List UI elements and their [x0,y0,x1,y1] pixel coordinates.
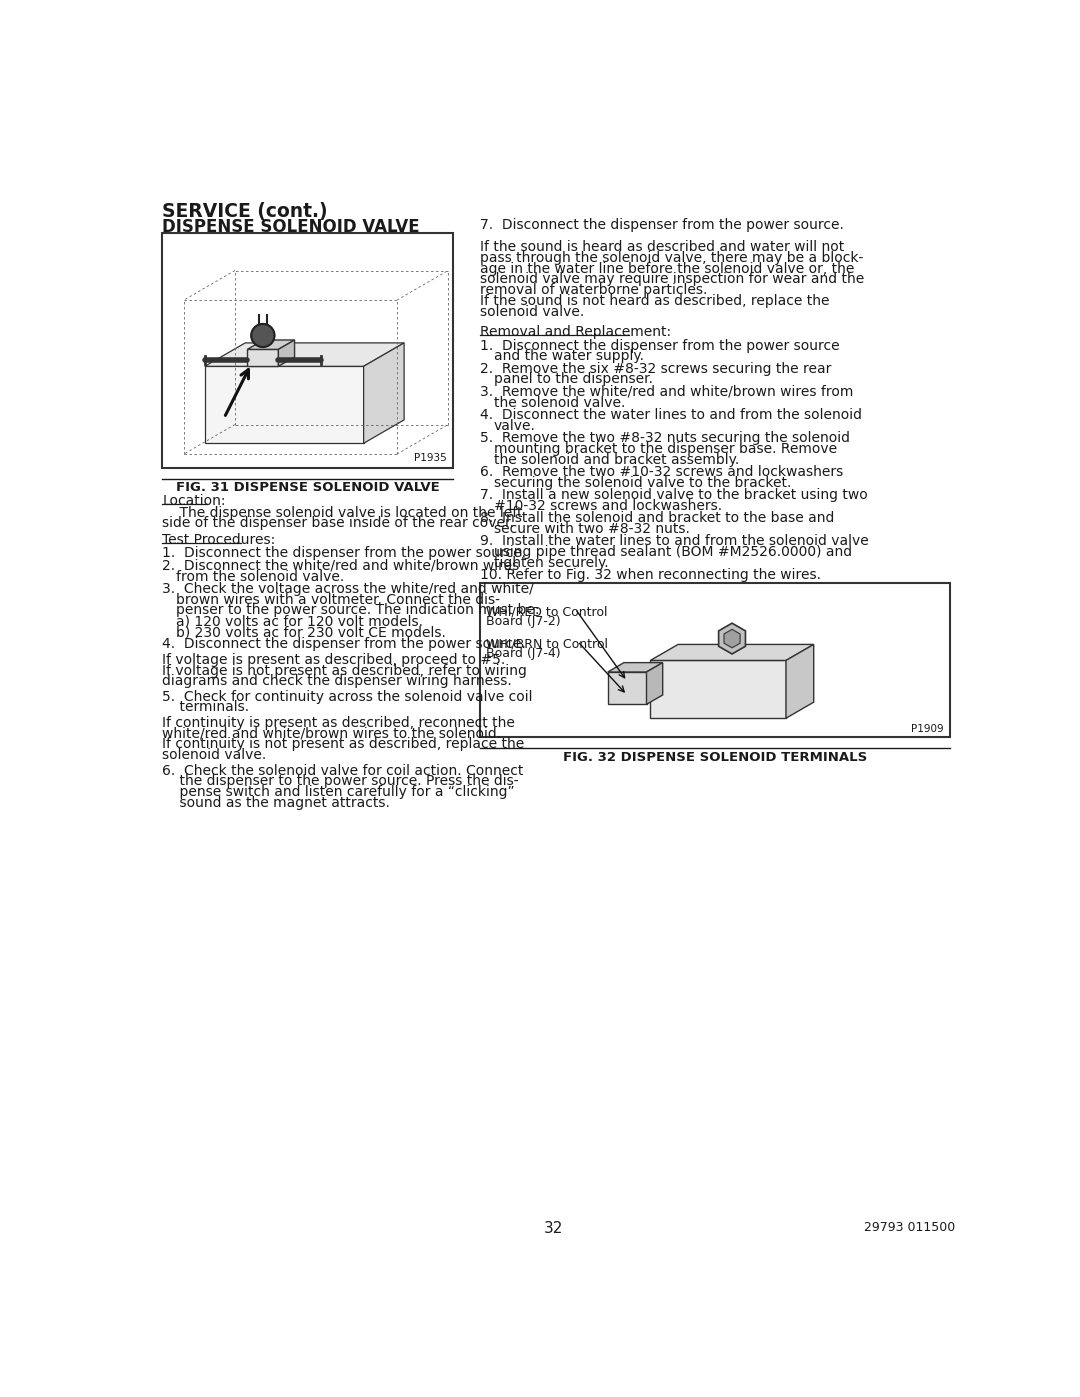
Polygon shape [650,661,786,718]
Polygon shape [786,644,813,718]
Text: white/red and white/brown wires to the solenoid.: white/red and white/brown wires to the s… [162,726,501,740]
Polygon shape [608,672,647,704]
Text: 2.  Remove the six #8-32 screws securing the rear: 2. Remove the six #8-32 screws securing … [480,362,832,376]
Text: P1935: P1935 [414,453,446,464]
Text: b) 230 volts ac for 230 volt CE models.: b) 230 volts ac for 230 volt CE models. [176,624,446,638]
Text: brown wires with a voltmeter. Connect the dis-: brown wires with a voltmeter. Connect th… [176,592,500,606]
Text: solenoid valve.: solenoid valve. [162,749,267,763]
Text: 32: 32 [544,1221,563,1236]
Polygon shape [718,623,745,654]
Text: 2.  Disconnect the white/red and white/brown wires: 2. Disconnect the white/red and white/br… [162,559,519,573]
Polygon shape [205,342,404,366]
Text: The dispense solenoid valve is located on the left: The dispense solenoid valve is located o… [162,506,523,520]
Text: valve.: valve. [494,419,536,433]
Text: terminals.: terminals. [162,700,249,714]
Text: solenoid valve.: solenoid valve. [480,305,584,319]
Text: 4.  Disconnect the dispenser from the power source.: 4. Disconnect the dispenser from the pow… [162,637,526,651]
Text: 1.  Disconnect the dispenser from the power source.: 1. Disconnect the dispenser from the pow… [162,546,526,560]
Text: If continuity is present as described, reconnect the: If continuity is present as described, r… [162,715,515,729]
Text: 4.  Disconnect the water lines to and from the solenoid: 4. Disconnect the water lines to and fro… [480,408,862,422]
Polygon shape [364,342,404,443]
Text: a) 120 volts ac for 120 volt models.: a) 120 volts ac for 120 volt models. [176,615,423,629]
Text: 6.  Remove the two #10-32 screws and lockwashers: 6. Remove the two #10-32 screws and lock… [480,465,843,479]
Text: 3.  Remove the white/red and white/brown wires from: 3. Remove the white/red and white/brown … [480,384,853,398]
Text: WHI/BRN to Control: WHI/BRN to Control [486,637,608,651]
Text: diagrams and check the dispenser wiring harness.: diagrams and check the dispenser wiring … [162,675,512,689]
Polygon shape [279,339,295,366]
Text: 3.  Check the voltage across the white/red and white/: 3. Check the voltage across the white/re… [162,583,534,597]
Text: DISPENSE SOLENOID VALVE: DISPENSE SOLENOID VALVE [162,218,420,236]
Text: SERVICE (cont.): SERVICE (cont.) [162,203,327,221]
Text: If voltage is not present as described, refer to wiring: If voltage is not present as described, … [162,664,527,678]
Text: from the solenoid valve.: from the solenoid valve. [176,570,345,584]
Text: pense switch and listen carefully for a “clicking”: pense switch and listen carefully for a … [162,785,515,799]
Text: secure with two #8-32 nuts.: secure with two #8-32 nuts. [494,522,690,536]
Text: Location:: Location: [162,495,226,509]
Text: panel to the dispenser.: panel to the dispenser. [494,373,652,387]
Text: using pipe thread sealant (BOM #M2526.0000) and: using pipe thread sealant (BOM #M2526.00… [494,545,852,559]
Text: removal of waterborne particles.: removal of waterborne particles. [480,284,707,298]
Text: and the water supply.: and the water supply. [494,349,644,363]
Text: 6.  Check the solenoid valve for coil action. Connect: 6. Check the solenoid valve for coil act… [162,764,524,778]
Text: 29793 011500: 29793 011500 [864,1221,955,1234]
Polygon shape [247,339,295,349]
Text: tighten securely.: tighten securely. [494,556,608,570]
Text: 7.  Disconnect the dispenser from the power source.: 7. Disconnect the dispenser from the pow… [480,218,843,232]
Polygon shape [724,629,740,648]
Text: 5.  Remove the two #8-32 nuts securing the solenoid: 5. Remove the two #8-32 nuts securing th… [480,432,850,446]
Text: FIG. 31 DISPENSE SOLENOID VALVE: FIG. 31 DISPENSE SOLENOID VALVE [176,481,440,495]
Text: the dispenser to the power source. Press the dis-: the dispenser to the power source. Press… [162,774,518,788]
Text: 5.  Check for continuity across the solenoid valve coil: 5. Check for continuity across the solen… [162,690,532,704]
Text: If the sound is not heard as described, replace the: If the sound is not heard as described, … [480,293,829,307]
Polygon shape [608,662,663,672]
Text: If the sound is heard as described and water will not: If the sound is heard as described and w… [480,240,845,254]
Text: side of the dispenser base inside of the rear cover.: side of the dispenser base inside of the… [162,517,514,531]
Text: P1909: P1909 [912,724,944,733]
Text: sound as the magnet attracts.: sound as the magnet attracts. [162,796,390,810]
Circle shape [252,324,274,346]
Text: mounting bracket to the dispenser base. Remove: mounting bracket to the dispenser base. … [494,441,837,455]
Text: securing the solenoid valve to the bracket.: securing the solenoid valve to the brack… [494,475,792,489]
Polygon shape [205,366,364,443]
Polygon shape [247,349,279,366]
Text: Test Procedures:: Test Procedures: [162,532,275,546]
Text: 1.  Disconnect the dispenser from the power source: 1. Disconnect the dispenser from the pow… [480,338,839,352]
Text: If voltage is present as described, proceed to #5.: If voltage is present as described, proc… [162,652,505,666]
Text: age in the water line before the solenoid valve or, the: age in the water line before the solenoi… [480,261,854,275]
Text: Board (J7-2): Board (J7-2) [486,615,561,629]
Text: If continuity is not present as described, replace the: If continuity is not present as describe… [162,738,525,752]
Text: 8.  Install the solenoid and bracket to the base and: 8. Install the solenoid and bracket to t… [480,511,834,525]
Text: Removal and Replacement:: Removal and Replacement: [480,324,671,338]
Text: Board (J7-4): Board (J7-4) [486,647,561,661]
Text: the solenoid and bracket assembly.: the solenoid and bracket assembly. [494,453,739,467]
Text: 9.  Install the water lines to and from the solenoid valve: 9. Install the water lines to and from t… [480,534,868,548]
Text: FIG. 32 DISPENSE SOLENOID TERMINALS: FIG. 32 DISPENSE SOLENOID TERMINALS [563,750,867,764]
Polygon shape [647,662,663,704]
Text: the solenoid valve.: the solenoid valve. [494,395,625,409]
Text: pass through the solenoid valve, there may be a block-: pass through the solenoid valve, there m… [480,251,863,265]
Text: penser to the power source. The indication must be:: penser to the power source. The indicati… [176,604,540,617]
Text: 7.  Install a new solenoid valve to the bracket using two: 7. Install a new solenoid valve to the b… [480,488,867,502]
Text: 10. Refer to Fig. 32 when reconnecting the wires.: 10. Refer to Fig. 32 when reconnecting t… [480,569,821,583]
Text: solenoid valve may require inspection for wear and the: solenoid valve may require inspection fo… [480,272,864,286]
Text: #10-32 screws and lockwashers.: #10-32 screws and lockwashers. [494,499,721,513]
Polygon shape [650,644,813,661]
Text: WHI/RED to Control: WHI/RED to Control [486,605,608,617]
